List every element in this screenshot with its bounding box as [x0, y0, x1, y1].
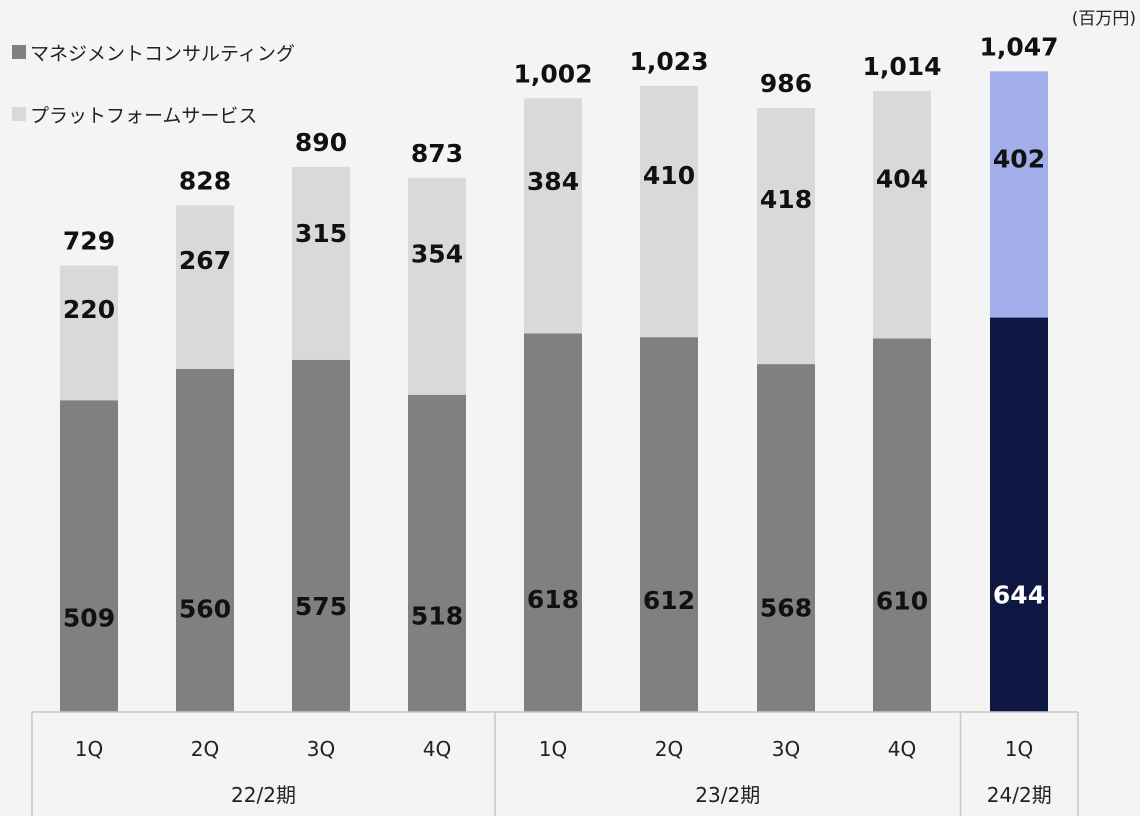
- segment-value-label: 354: [411, 239, 463, 268]
- segment-value-label: 404: [876, 164, 928, 193]
- legend-label-platform: プラットフォームサービス: [30, 105, 257, 127]
- total-value-label: 828: [179, 166, 231, 195]
- total-value-label: 986: [760, 69, 812, 98]
- total-value-label: 1,014: [862, 52, 941, 81]
- bar-segment-management: [990, 317, 1048, 712]
- segment-value-label: 220: [63, 295, 115, 324]
- total-value-label: 1,002: [513, 59, 592, 88]
- category-tick-label: 2Q: [655, 737, 683, 761]
- category-tick-label: 2Q: [191, 737, 219, 761]
- period-group-label: 22/2期: [231, 783, 296, 807]
- segment-value-label: 384: [527, 167, 579, 196]
- segment-value-label: 509: [63, 603, 115, 632]
- bar-segment-management: [60, 400, 118, 712]
- bar-segment-platform: [640, 86, 698, 338]
- segment-value-label: 618: [527, 585, 579, 614]
- period-group-label: 24/2期: [987, 783, 1052, 807]
- segment-value-label: 410: [643, 161, 695, 190]
- category-tick-label: 1Q: [539, 737, 567, 761]
- category-tick-label: 1Q: [1005, 737, 1033, 761]
- segment-value-label: 418: [760, 185, 812, 214]
- category-tick-label: 1Q: [75, 737, 103, 761]
- category-tick-label: 4Q: [423, 737, 451, 761]
- segment-value-label: 644: [993, 581, 1045, 610]
- segment-value-label: 575: [295, 592, 347, 621]
- segment-value-label: 315: [295, 219, 347, 248]
- total-value-label: 729: [63, 226, 115, 255]
- total-value-label: 890: [295, 128, 347, 157]
- bar-segment-management: [757, 364, 815, 712]
- bar-segment-platform: [990, 71, 1048, 318]
- segment-value-label: 568: [760, 593, 812, 622]
- segment-value-label: 518: [411, 602, 463, 631]
- bar-segment-platform: [60, 265, 118, 401]
- segment-value-label: 267: [179, 246, 231, 275]
- legend-marker-platform: [12, 107, 26, 121]
- bars-layer: 509 220 729 560 267 828 575 315 890 518 354 873 618 3…: [60, 32, 1059, 712]
- category-axis: 1Q 2Q 3Q 4Q 1Q 2Q 3Q 4Q 1Q 22/2期 23/2期 24/2期: [31, 711, 1079, 816]
- bar-segment-management: [176, 369, 234, 712]
- total-value-label: 873: [411, 139, 463, 168]
- bar-segment-management: [292, 359, 350, 712]
- segment-value-label: 610: [876, 586, 928, 615]
- segment-value-label: 402: [993, 144, 1045, 173]
- total-value-label: 1,047: [979, 32, 1058, 61]
- bar-segment-management: [524, 333, 582, 712]
- segment-value-label: 612: [643, 586, 695, 615]
- segment-value-label: 560: [179, 595, 231, 624]
- bar-segment-platform: [176, 205, 234, 369]
- bar-segment-platform: [408, 177, 466, 395]
- bar-segment-management: [408, 394, 466, 712]
- total-value-label: 1,023: [629, 47, 708, 76]
- category-tick-label: 3Q: [307, 737, 335, 761]
- unit-label: (百万円): [1072, 9, 1136, 29]
- bar-segment-platform: [873, 90, 931, 339]
- legend-marker-management: [12, 45, 26, 59]
- category-tick-label: 3Q: [772, 737, 800, 761]
- legend-label-management: マネジメントコンサルティング: [30, 43, 295, 65]
- period-group-label: 23/2期: [695, 783, 760, 807]
- bar-segment-platform: [292, 166, 350, 360]
- bar-segment-management: [640, 337, 698, 712]
- bar-segment-platform: [757, 108, 815, 365]
- bar-segment-management: [873, 338, 931, 712]
- bar-segment-platform: [524, 98, 582, 334]
- category-tick-label: 4Q: [888, 737, 916, 761]
